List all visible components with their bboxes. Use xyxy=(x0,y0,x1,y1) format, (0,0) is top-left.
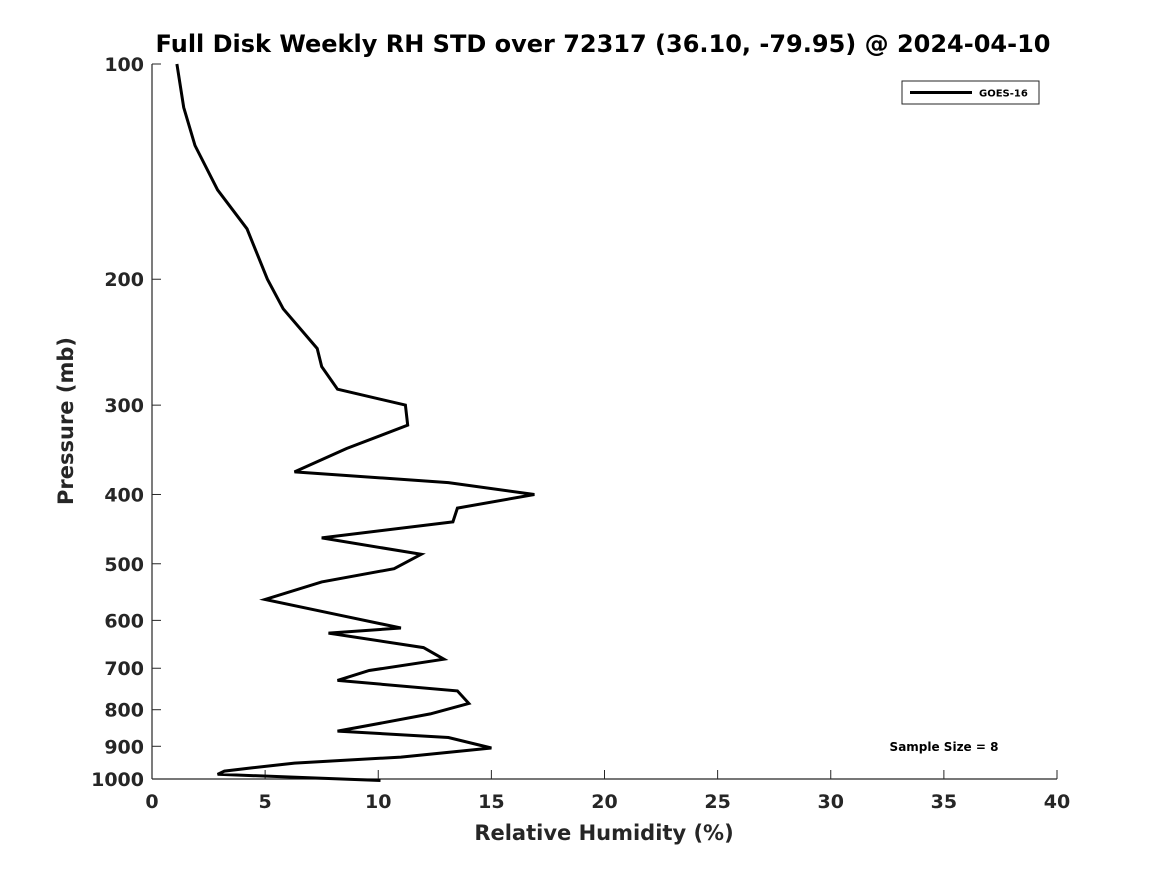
y-tick-label-900: 900 xyxy=(104,736,144,758)
x-tick-label-35: 35 xyxy=(931,791,957,813)
x-tick-label-40: 40 xyxy=(1044,791,1070,813)
y-tick-label-1000: 1000 xyxy=(91,769,144,791)
legend: GOES-16 xyxy=(901,80,1040,105)
sample-size-annotation: Sample Size = 8 xyxy=(890,740,999,754)
series-line-goes-16 xyxy=(175,63,535,782)
y-tick-label-400: 400 xyxy=(104,484,144,506)
y-tick-label-500: 500 xyxy=(104,554,144,576)
y-axis-label: Pressure (mb) xyxy=(54,337,78,505)
y-tick-label-300: 300 xyxy=(104,395,144,417)
x-tick-label-5: 5 xyxy=(259,791,272,813)
x-tick-label-10: 10 xyxy=(365,791,391,813)
y-tick-label-100: 100 xyxy=(104,54,144,76)
legend-entry-goes-16: GOES-16 xyxy=(979,89,1028,100)
x-axis-label: Relative Humidity (%) xyxy=(474,821,733,845)
y-tick-label-600: 600 xyxy=(104,610,144,632)
y-tick-label-800: 800 xyxy=(104,700,144,722)
y-axis-ticks: 100 200 300 400 500 600 700 800 900 1000 xyxy=(91,54,161,791)
y-tick-label-200: 200 xyxy=(104,269,144,291)
x-tick-label-25: 25 xyxy=(704,791,730,813)
x-tick-label-0: 0 xyxy=(145,791,158,813)
series-layer xyxy=(175,63,535,782)
x-tick-label-30: 30 xyxy=(818,791,844,813)
x-axis-ticks: 0 5 10 15 20 25 30 35 40 xyxy=(145,770,1070,813)
y-tick-label-700: 700 xyxy=(104,658,144,680)
x-tick-label-20: 20 xyxy=(591,791,617,813)
axes: 0 5 10 15 20 25 30 35 40 100 200 300 400 500 600 700 80… xyxy=(91,54,1070,813)
chart-title: Full Disk Weekly RH STD over 72317 (36.1… xyxy=(156,30,1051,58)
x-tick-label-15: 15 xyxy=(478,791,504,813)
